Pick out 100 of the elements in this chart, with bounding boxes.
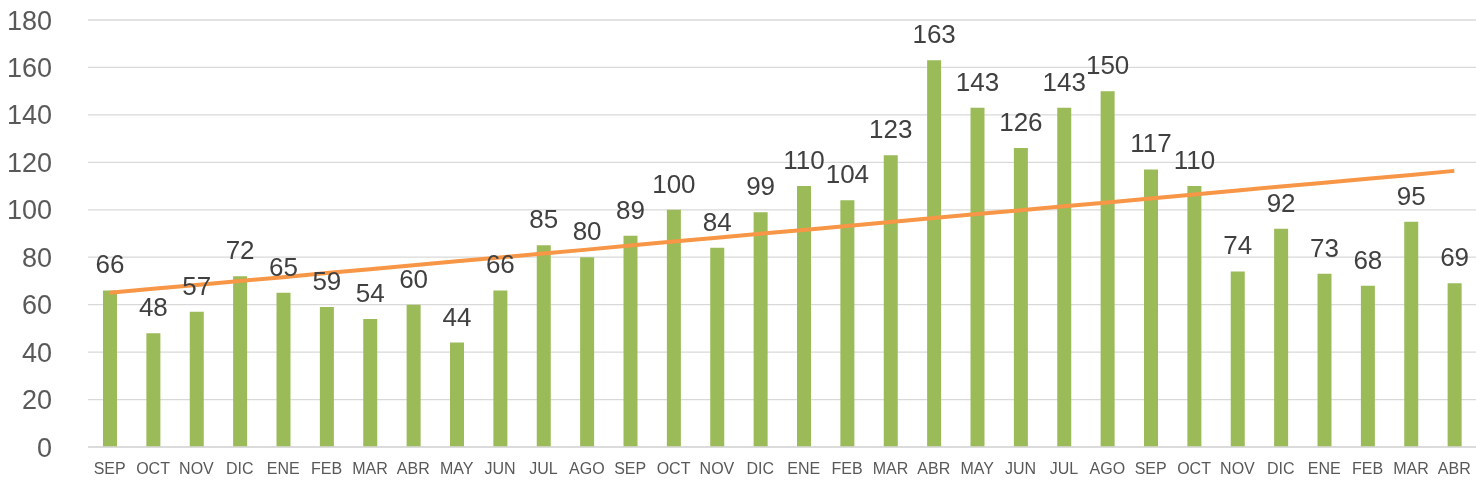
data-label: 66 [485, 249, 515, 280]
bar [1100, 91, 1115, 447]
bar [797, 186, 811, 447]
data-label: 92 [1266, 187, 1296, 218]
x-tick-label: ENE [1307, 460, 1341, 478]
data-label: 74 [1223, 230, 1253, 261]
data-label: 54 [355, 277, 385, 308]
bar [493, 290, 508, 447]
bar [276, 292, 291, 447]
data-label: 104 [825, 159, 870, 190]
x-tick-label: SEP [1134, 460, 1167, 478]
bar [710, 247, 725, 447]
y-tick-label: 120 [6, 147, 52, 178]
x-tick-label: OCT [656, 460, 691, 478]
data-label: 89 [616, 194, 645, 225]
data-label: 68 [1353, 244, 1383, 275]
data-label: 100 [652, 168, 696, 199]
data-label: 69 [1440, 242, 1470, 273]
x-tick-label: JUN [1005, 460, 1037, 478]
bar [1013, 148, 1028, 447]
y-tick-label: 160 [6, 53, 52, 84]
data-label: 95 [1396, 180, 1426, 211]
x-tick-label: ABR [396, 460, 430, 478]
bar [580, 257, 595, 447]
bar [970, 107, 985, 447]
data-label: 126 [999, 107, 1043, 138]
data-label: 143 [1042, 66, 1086, 97]
y-tick-label: 140 [6, 100, 52, 131]
data-label: 73 [1310, 232, 1339, 263]
bar [666, 209, 681, 447]
data-label: 85 [529, 204, 559, 235]
data-label: 110 [1173, 145, 1216, 176]
y-tick-label: 80 [21, 242, 52, 273]
x-tick-label: MAY [439, 460, 474, 478]
bar [1274, 228, 1289, 447]
bar [1447, 283, 1462, 447]
y-tick-label: 20 [21, 385, 52, 416]
bar [1187, 186, 1202, 447]
y-tick-label: 180 [6, 5, 52, 36]
x-tick-label: SEP [93, 460, 126, 478]
x-tick-label: AGO [1089, 460, 1126, 478]
y-tick-label: 60 [21, 290, 52, 321]
x-tick-label: ENE [266, 460, 300, 478]
data-label: 66 [95, 249, 125, 280]
x-tick-label: SEP [614, 460, 647, 478]
x-tick-label: DIC [746, 460, 775, 478]
data-label: 150 [1085, 50, 1130, 81]
bar [189, 311, 204, 447]
bar [1360, 285, 1375, 447]
bar [103, 290, 117, 447]
bar [840, 200, 855, 447]
data-label: 117 [1130, 128, 1172, 159]
data-label: 163 [912, 19, 956, 50]
bar [406, 304, 421, 447]
bar [319, 307, 334, 447]
bar [233, 276, 248, 447]
bar [623, 235, 638, 447]
data-label: 123 [869, 114, 913, 145]
x-tick-label: FEB [311, 460, 343, 478]
x-tick-label: OCT [1177, 460, 1212, 478]
x-tick-label: ABR [917, 460, 951, 478]
x-tick-label: JUL [1049, 460, 1079, 478]
data-label: 59 [312, 266, 342, 297]
data-label: 48 [138, 292, 168, 323]
bar [536, 245, 551, 447]
bar [363, 318, 378, 447]
x-tick-label: DIC [226, 460, 254, 478]
x-tick-label: NOV [179, 460, 215, 478]
bar [1230, 271, 1245, 447]
data-label: 44 [442, 301, 472, 332]
y-tick-label: 0 [36, 432, 52, 463]
data-label: 99 [746, 171, 776, 202]
bar [927, 60, 942, 447]
x-tick-label: NOV [699, 460, 735, 478]
x-tick-label: MAR [872, 460, 909, 478]
x-tick-label: JUL [529, 460, 558, 478]
x-tick-label: NOV [1220, 460, 1256, 478]
x-tick-label: MAY [960, 460, 995, 478]
data-label: 80 [572, 216, 602, 247]
x-tick-label: OCT [136, 460, 171, 478]
bar [146, 333, 161, 447]
x-tick-label: JUN [484, 460, 516, 478]
x-tick-label: AGO [569, 460, 605, 478]
bar [1057, 107, 1072, 447]
data-label: 110 [783, 145, 825, 176]
x-tick-label: FEB [1352, 460, 1384, 478]
bar [753, 212, 768, 447]
x-tick-label: FEB [831, 460, 863, 478]
x-tick-label: DIC [1267, 460, 1295, 478]
data-label: 143 [955, 66, 1000, 97]
y-tick-label: 100 [6, 195, 52, 226]
data-label: 72 [225, 235, 255, 266]
bar [450, 342, 464, 447]
x-tick-label: MAR [1393, 460, 1429, 478]
x-tick-label: MAR [352, 460, 388, 478]
data-label: 84 [702, 206, 732, 237]
x-tick-label: ENE [787, 460, 821, 478]
bar [883, 155, 898, 447]
bar [1317, 273, 1332, 447]
y-tick-label: 40 [21, 337, 52, 368]
